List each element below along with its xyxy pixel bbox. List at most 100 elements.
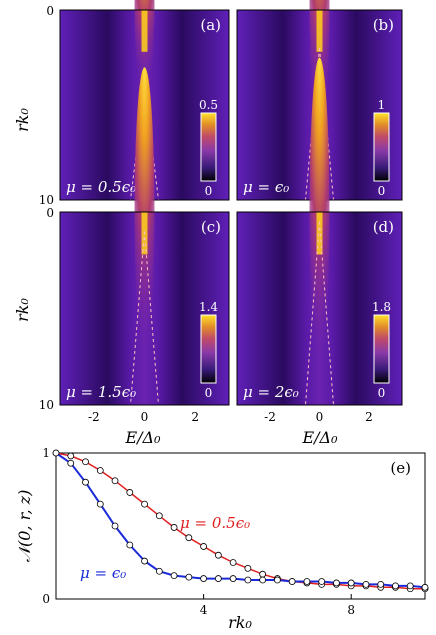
data-point-blue xyxy=(229,575,237,582)
heatmap-ylabel-top: rk₀ xyxy=(13,108,32,132)
colorbar-max-label: 0.5 xyxy=(199,98,218,112)
data-point-blue xyxy=(244,576,252,584)
heatmap-peak-core xyxy=(316,10,323,52)
y-tick-label: 0 xyxy=(46,4,54,18)
panel-letter: (a) xyxy=(200,16,221,34)
data-point-red xyxy=(244,564,252,572)
panel-letter: (d) xyxy=(373,218,394,236)
heatmap-ylabel-bottom: rk₀ xyxy=(13,298,32,322)
data-point-blue xyxy=(67,459,75,467)
data-point-red xyxy=(214,551,222,559)
data-point-blue xyxy=(126,541,134,549)
y-tick-label: 0 xyxy=(42,592,50,606)
x-tick-label: 4 xyxy=(200,603,208,617)
mu-label: μ = ϵ₀ xyxy=(243,178,289,196)
data-point-blue xyxy=(288,578,296,585)
mu-label: μ = 1.5ϵ₀ xyxy=(66,383,136,401)
colorbar-max-label: 1 xyxy=(378,98,386,112)
data-point-blue xyxy=(200,575,208,582)
data-point-red xyxy=(141,500,148,508)
data-point-blue xyxy=(52,449,60,457)
heatmap-xlabel-right: E/Δ₀ xyxy=(301,428,338,447)
x-tick-label: 8 xyxy=(347,603,355,617)
data-point-blue xyxy=(170,572,178,580)
dispersion-line-right xyxy=(319,221,334,406)
colorbar-max-label: 1.4 xyxy=(199,300,218,314)
line-chart-panel-letter: (e) xyxy=(390,459,411,477)
dispersion-line-left xyxy=(130,231,145,406)
data-point-red xyxy=(170,524,178,531)
data-point-blue xyxy=(185,573,193,581)
colorbar xyxy=(373,314,390,384)
data-point-red xyxy=(200,543,208,550)
colorbar xyxy=(200,112,217,182)
data-point-red xyxy=(185,534,193,542)
heatmap-peak-core xyxy=(316,212,323,255)
data-point-blue xyxy=(406,582,414,590)
data-point-blue xyxy=(303,578,311,585)
y-tick-label: 10 xyxy=(39,193,54,207)
data-point-blue xyxy=(392,582,399,590)
dispersion-line-right xyxy=(144,231,159,406)
colorbar-min-label: 0 xyxy=(205,184,213,198)
mu-label: μ = 0.5ϵ₀ xyxy=(66,178,136,196)
x-tick-label: 2 xyxy=(191,410,199,424)
x-tick-label: 0 xyxy=(316,410,324,424)
line-chart-series xyxy=(52,449,429,593)
data-point-blue xyxy=(96,500,104,508)
colorbar-min-label: 0 xyxy=(378,184,386,198)
data-point-red xyxy=(229,559,237,566)
x-tick-label: 0 xyxy=(141,410,149,424)
y-tick-label: 10 xyxy=(39,398,54,412)
dispersion-line-left xyxy=(305,221,320,406)
data-point-blue xyxy=(155,567,163,575)
x-tick-label: -2 xyxy=(264,410,276,424)
y-tick-label: 0 xyxy=(46,206,54,220)
y-tick-label: 1 xyxy=(42,446,50,460)
data-point-blue xyxy=(347,579,355,587)
data-point-red xyxy=(82,458,89,466)
panel-letter: (b) xyxy=(373,16,394,34)
colorbar xyxy=(373,112,390,182)
data-point-blue xyxy=(318,578,326,585)
data-point-blue xyxy=(421,583,429,591)
line-chart-xlabel: rk₀ xyxy=(228,613,252,632)
line-chart-ticks: 4 8 0 1 xyxy=(42,446,355,617)
data-point-red xyxy=(111,477,119,485)
line-chart-ylabel: 𝒩(0, r, z) xyxy=(15,490,34,563)
series-label-red: μ = 0.5ϵ₀ xyxy=(180,514,250,532)
colorbar-max-label: 1.8 xyxy=(372,300,391,314)
heatmap-xlabel-left: E/Δ₀ xyxy=(124,428,161,447)
data-point-blue xyxy=(82,478,89,486)
data-point-blue xyxy=(111,522,119,530)
data-point-red xyxy=(96,467,104,474)
colorbar xyxy=(200,314,217,384)
data-point-red xyxy=(259,570,267,578)
heatmap-panel-0: (a) μ = 0.5ϵ₀ 0.5 0 0 10 xyxy=(39,0,230,207)
data-point-blue xyxy=(259,576,267,584)
heatmap-peak-core xyxy=(141,10,148,52)
data-point-blue xyxy=(333,579,340,587)
data-point-blue xyxy=(214,575,222,582)
series-label-blue: μ = ϵ₀ xyxy=(80,564,126,582)
data-point-red xyxy=(67,452,75,460)
data-point-blue xyxy=(141,557,148,565)
line-chart-e: (e) 𝒩(0, r, z) rk₀ 4 8 0 1 μ = 0.5ϵ₀ μ = ϵ₀ xyxy=(15,446,429,632)
colorbar-min-label: 0 xyxy=(205,386,213,400)
data-point-blue xyxy=(362,581,370,588)
x-tick-label: 2 xyxy=(365,410,373,424)
data-point-blue xyxy=(377,581,385,588)
heatmap-frame xyxy=(59,211,230,406)
heatmap-frame xyxy=(236,211,403,406)
x-tick-label: -2 xyxy=(88,410,100,424)
data-point-red xyxy=(126,489,134,496)
data-point-red xyxy=(155,512,163,520)
mu-label: μ = 2ϵ₀ xyxy=(243,383,299,401)
panel-letter: (c) xyxy=(201,218,221,236)
colorbar-min-label: 0 xyxy=(378,386,386,400)
data-point-blue xyxy=(273,576,281,584)
